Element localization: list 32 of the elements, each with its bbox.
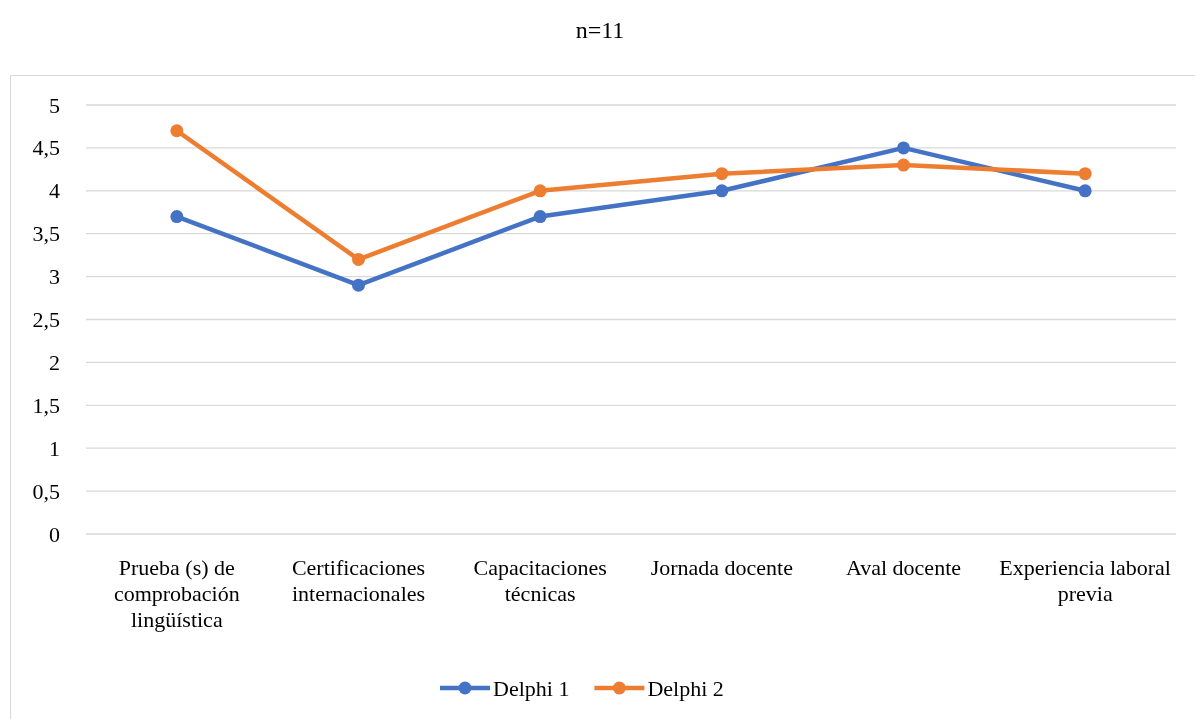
y-tick-label: 3,5: [32, 221, 60, 247]
x-tick-label: Jornada docente: [650, 555, 793, 580]
y-tick-label: 2: [49, 349, 60, 375]
x-tick-label: Capacitaciones técnicas: [473, 555, 607, 606]
y-tick-label: 0: [49, 521, 60, 547]
point: [715, 184, 729, 198]
x-tick-label: Certificaciones internacionales: [291, 555, 426, 606]
point: [1078, 184, 1092, 198]
point: [715, 167, 729, 181]
y-tick-label: 3: [49, 264, 60, 290]
point: [533, 184, 547, 198]
point: [170, 210, 184, 224]
point: [170, 124, 184, 138]
y-tick-label: 1,5: [32, 392, 60, 418]
y-tick-label: 2,5: [32, 307, 60, 333]
x-tick-label: Prueba (s) de comprobación lingüística: [113, 555, 240, 632]
y-tick-label: 0,5: [32, 478, 60, 504]
x-tick-label: Aval docente: [845, 555, 962, 580]
point: [352, 252, 365, 266]
point: [897, 158, 910, 172]
point: [1078, 167, 1092, 181]
y-tick-label: 4,5: [32, 135, 60, 161]
y-tick-label: 5: [49, 92, 60, 118]
legend-label: Delphi 1: [493, 676, 570, 701]
y-tick-label: 1: [49, 435, 60, 461]
point: [897, 141, 910, 155]
legend-label: Delphi 2: [647, 676, 724, 701]
chart-title: n=11: [575, 17, 625, 43]
x-tick-label: Experiencia laboral previa: [999, 555, 1171, 606]
point: [533, 210, 547, 224]
point: [352, 278, 365, 292]
y-tick-label: 4: [49, 178, 60, 204]
